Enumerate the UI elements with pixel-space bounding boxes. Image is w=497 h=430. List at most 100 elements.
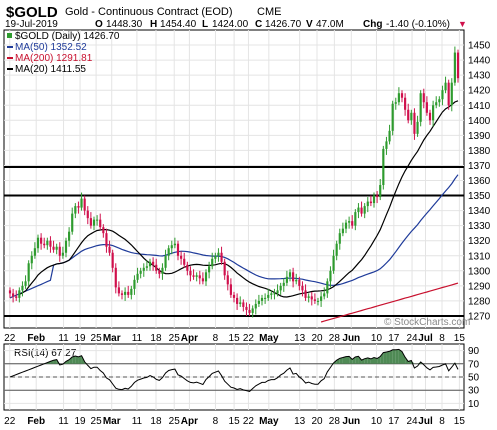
candle-body <box>282 282 285 286</box>
candle-body <box>46 240 49 246</box>
rsi-overbought-fill <box>66 359 70 364</box>
candle-body <box>83 198 86 211</box>
candle-body <box>453 52 456 83</box>
rsi-overbought-fill <box>349 356 353 364</box>
candle-body <box>80 198 83 208</box>
candle-body <box>204 272 208 282</box>
x-tick-label: 25 <box>91 416 103 427</box>
candle-body <box>71 213 74 232</box>
candle-body <box>186 264 189 271</box>
rsi-line <box>9 348 459 392</box>
x-tick-label: 20 <box>311 333 323 344</box>
candle-body <box>335 243 338 256</box>
candle-body <box>158 270 161 274</box>
candle-body <box>316 300 320 302</box>
x-tick-label: 18 <box>150 333 162 344</box>
candle-body <box>382 148 385 186</box>
candle-body <box>27 263 30 282</box>
candle-body <box>173 243 176 246</box>
candle-body <box>338 233 341 244</box>
x-tick-label: 15 <box>454 416 466 427</box>
change-label: Chg <box>363 19 382 30</box>
watermark: © StockCharts.com <box>384 317 470 328</box>
x-tick-label: 10 <box>371 416 383 427</box>
x-tick-label: 10 <box>371 333 383 344</box>
close-label: C <box>255 19 262 30</box>
date: 19-Jul-2019 <box>5 19 58 30</box>
candle-body <box>242 302 245 307</box>
candle-body <box>142 267 145 271</box>
candle-body <box>441 90 444 100</box>
rsi-overbought-fill <box>398 349 402 364</box>
rsi-overbought-fill <box>367 357 371 364</box>
candle-body <box>33 248 36 256</box>
candle-body <box>245 306 248 310</box>
y-tick-label: 1400 <box>468 116 491 127</box>
rsi-overbought-fill <box>336 358 340 364</box>
candle-body <box>8 290 12 294</box>
candle-body <box>344 222 348 229</box>
candle-body <box>376 195 379 198</box>
candle-body <box>145 266 148 268</box>
x-tick-label: Apr <box>181 416 198 427</box>
rsi-overbought-fill <box>386 351 390 364</box>
y-tick-label: 1350 <box>468 191 491 202</box>
candle-body <box>148 261 152 267</box>
candle-body <box>292 272 295 282</box>
x-tick-label: 11 <box>58 333 69 344</box>
y-tick-label: 1340 <box>468 206 491 217</box>
candle-body <box>239 302 242 304</box>
candle-body <box>248 309 251 313</box>
exchange: CME <box>257 6 281 18</box>
candle-body <box>407 109 410 121</box>
candle-body <box>264 297 267 299</box>
candle-body <box>295 279 298 282</box>
y-tick-label: 1290 <box>468 281 491 292</box>
candle-body <box>161 267 164 274</box>
x-tick-label: 18 <box>150 416 162 427</box>
y-tick-label: 1430 <box>468 71 491 82</box>
candle-body <box>369 201 372 204</box>
open-value: 1448.30 <box>106 19 143 30</box>
rsi-overbought-fill <box>342 356 346 364</box>
candle-body <box>447 82 450 106</box>
candle-body <box>397 93 400 103</box>
candle-body <box>372 195 376 204</box>
candle-body <box>127 291 130 295</box>
x-tick-label: 11 <box>132 333 143 344</box>
x-tick-label: Mar <box>103 416 121 427</box>
candle-body <box>170 245 173 249</box>
candle-body <box>385 141 388 149</box>
candle-body <box>30 255 33 264</box>
x-tick-label: Feb <box>27 333 45 344</box>
ma200-line <box>320 282 459 323</box>
candle-body <box>211 258 214 267</box>
candle-body <box>276 290 279 294</box>
candle-body <box>136 273 139 280</box>
candle-body <box>15 296 18 298</box>
change-down-icon: ▼ <box>458 19 467 29</box>
x-tick-label: 15 <box>229 333 241 344</box>
legend-ma200: MA(200) 1291.81 <box>15 53 93 64</box>
candle-body <box>164 255 167 268</box>
x-tick-label: 8 <box>439 333 445 344</box>
x-tick-label: 11 <box>58 416 69 427</box>
y-tick-label: 1380 <box>468 146 491 157</box>
legend-price-marker <box>7 33 12 38</box>
candle-body <box>52 246 55 250</box>
rsi-y-tick-label: 30 <box>468 386 480 397</box>
candle-body <box>217 252 220 256</box>
y-tick-label: 1310 <box>468 251 491 262</box>
high-label: H <box>150 19 157 30</box>
x-tick-label: 8 <box>439 416 445 427</box>
candle-body <box>444 82 447 91</box>
x-tick-label: 19 <box>74 333 86 344</box>
candle-body <box>49 240 52 247</box>
x-tick-label: Apr <box>181 333 198 344</box>
candle-body <box>124 291 127 295</box>
volume-value: 47.0M <box>316 19 344 30</box>
y-tick-label: 1440 <box>468 56 491 67</box>
x-tick-label: 20 <box>311 416 323 427</box>
x-tick-label: 11 <box>132 416 143 427</box>
